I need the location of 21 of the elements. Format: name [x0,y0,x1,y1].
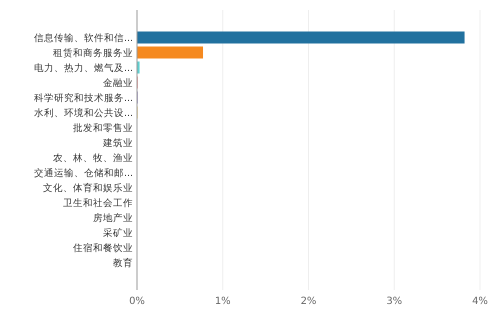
y-tick-label: 金融业 [103,77,133,89]
x-tick-label: 0% [129,296,145,307]
x-tick-label: 4% [472,296,488,307]
x-tick-label: 2% [300,296,316,307]
y-tick-label: 科学研究和技术服务... [34,92,133,104]
y-tick-label: 教育 [113,257,133,269]
y-tick-label: 采矿业 [103,227,133,239]
y-tick-label: 住宿和餐饮业 [73,242,133,254]
x-tick-label: 1% [214,296,231,307]
y-tick-label: 建筑业 [102,137,133,149]
x-tick-label: 3% [386,296,402,307]
y-tick-label: 水利、环境和公共设... [34,107,133,119]
y-tick-label: 农、林、牧、渔业 [53,152,133,164]
y-tick-label: 信息传输、软件和信... [34,32,133,44]
y-tick-label: 租赁和商务服务业 [53,47,133,59]
y-tick-label: 房地产业 [93,212,133,224]
y-tick-label: 电力、热力、燃气及... [34,62,133,74]
y-tick-label: 卫生和社会工作 [63,197,133,209]
y-tick-label: 交通运输、仓储和邮... [34,167,133,179]
y-tick-label: 批发和零售业 [73,122,133,134]
y-tick-label: 文化、体育和娱乐业 [43,182,133,194]
